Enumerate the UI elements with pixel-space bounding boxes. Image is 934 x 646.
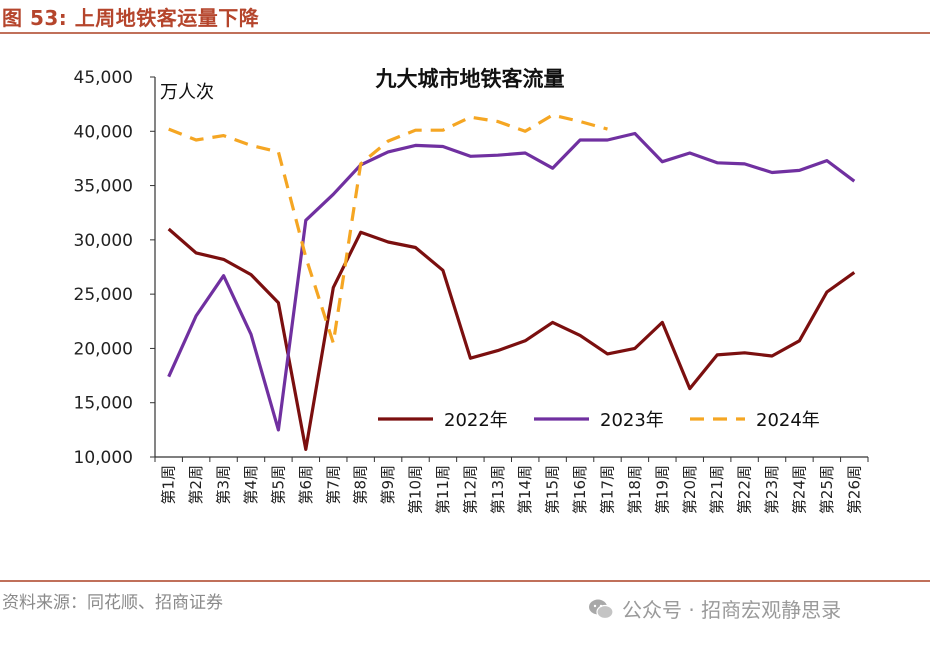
y-tick-label: 10,000 (74, 448, 133, 468)
wechat-icon (589, 599, 614, 619)
y-tick-label: 25,000 (74, 285, 133, 305)
top-divider (0, 32, 930, 34)
y-tick-label: 30,000 (74, 231, 133, 251)
x-tick-label: 第26周 (845, 465, 863, 514)
legend-label: 2023年 (600, 410, 664, 431)
x-tick-label: 第20周 (681, 465, 699, 514)
chart: 10,000 15,000 20,000 25,000 30,000 35,000 40,0… (74, 67, 869, 514)
y-tick-label: 15,000 (74, 394, 133, 414)
chart-title: 九大城市地铁客流量 (375, 67, 565, 91)
x-tick-label: 第15周 (544, 465, 562, 514)
y-tick-label: 35,000 (74, 177, 133, 197)
x-tick-label: 第4周 (242, 465, 260, 505)
y-axis-ticks: 10,000 15,000 20,000 25,000 30,000 35,000 40,0… (74, 68, 155, 468)
x-tick-label: 第5周 (269, 465, 287, 505)
axes (154, 77, 868, 458)
x-tick-label: 第10周 (407, 465, 425, 514)
x-tick-label: 第1周 (160, 465, 178, 505)
watermark: 公众号 · 招商宏观静思录 (588, 594, 841, 623)
series-lines (167, 113, 856, 451)
watermark-text: 公众号 · 招商宏观静思录 (622, 598, 842, 622)
x-tick-label: 第14周 (516, 465, 534, 514)
x-tick-label: 第9周 (379, 465, 397, 505)
x-tick-label: 第13周 (489, 465, 507, 514)
x-tick-label: 第24周 (790, 465, 808, 514)
x-tick-label: 第22周 (736, 465, 754, 514)
legend: 2022年 2023年 2024年 (378, 410, 820, 431)
bottom-divider (0, 580, 930, 582)
y-tick-label: 20,000 (74, 339, 133, 359)
x-tick-label: 第21周 (708, 465, 726, 514)
x-tick-label: 第23周 (763, 465, 781, 514)
series-line-2024年 (168, 113, 608, 345)
x-tick-label: 第12周 (461, 465, 479, 514)
source-note: 资料来源：同花顺、招商证券 (2, 593, 223, 613)
x-tick-label: 第19周 (653, 465, 671, 514)
y-tick-label: 45,000 (74, 68, 133, 88)
legend-label: 2022年 (444, 410, 508, 431)
x-tick-label: 第25周 (818, 465, 836, 514)
x-tick-label: 第16周 (571, 465, 589, 514)
y-tick-label: 40,000 (74, 122, 133, 142)
series-line-2022年 (167, 227, 856, 451)
figure-title: 图 53: 上周地铁客运量下降 (2, 6, 260, 30)
x-tick-label: 第11周 (434, 465, 452, 514)
x-axis-ticks: 第1周 第2周 第3周 第4周 第5周 第6周 第7周 第8周 第9周 第10周 第11周 第12周第… (154, 457, 869, 514)
x-tick-label: 第7周 (324, 465, 342, 505)
y-axis-unit-label: 万人次 (160, 82, 214, 103)
series-line-2023年 (167, 131, 856, 432)
legend-label: 2024年 (756, 410, 820, 431)
x-tick-label: 第8周 (352, 465, 370, 505)
x-tick-label: 第2周 (187, 465, 205, 505)
x-tick-label: 第18周 (626, 465, 644, 514)
x-tick-label: 第6周 (297, 465, 315, 505)
x-tick-label: 第17周 (598, 465, 616, 514)
x-tick-label: 第3周 (215, 465, 233, 505)
